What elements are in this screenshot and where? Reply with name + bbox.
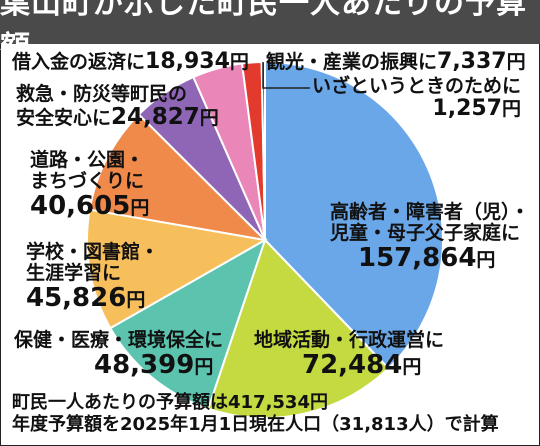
pie-slice-community (206, 238, 390, 419)
label-safety: 救急・防災等町民の 安全安心に24,827円 (16, 84, 219, 130)
label-emergency-unit: 円 (502, 97, 522, 120)
leader-line-emergency (262, 62, 310, 89)
label-roads-unit: 円 (130, 196, 150, 219)
label-health: 保健・医療・環境保全に 48,399円 (14, 329, 224, 380)
label-community-value: 72,484 (302, 349, 403, 380)
label-elderly-unit: 円 (476, 248, 496, 271)
label-emergency-text: いざというときのために (312, 75, 522, 97)
label-emergency: いざというときのために 1,257円 (312, 76, 521, 121)
label-health-value: 48,399 (94, 349, 195, 380)
label-elderly: 高齢者・障害者（児）・ 児童・母子父子家庭に 157,864円 (330, 202, 530, 272)
label-school-text-1: 学校・図書館・ (26, 241, 160, 263)
footnote-line-1: 町民一人あたりの予算額は417,534円 (12, 392, 328, 413)
label-elderly-text-1: 高齢者・障害者（児）・ (330, 201, 530, 223)
label-safety-text-2: 安全安心に (16, 106, 112, 129)
pie-slice-elderly (264, 60, 444, 370)
label-health-unit: 円 (194, 355, 214, 378)
label-safety-value: 24,827 (111, 103, 200, 130)
label-tourism-unit: 円 (506, 51, 526, 73)
label-roads: 道路・公園・ まちづくりに 40,605円 (30, 150, 149, 220)
label-debt-unit: 円 (229, 51, 249, 73)
label-school: 学校・図書館・ 生涯学習に 45,826円 (26, 242, 159, 312)
label-school-text-2: 生涯学習に (26, 261, 122, 284)
label-community-text: 地域活動・行政運営に (254, 329, 445, 351)
label-tourism-text: 観光・産業の振興に (266, 51, 438, 73)
footnote: 町民一人あたりの予算額は417,534円 年度予算額を2025年1月1日現在人口… (12, 392, 499, 435)
label-safety-text-1: 救急・防災等町民の (16, 83, 188, 105)
label-tourism: 観光・産業の振興に7,337円 (266, 49, 526, 74)
pie-slice-school (85, 208, 268, 330)
chart-title: 葉山町が示した町民一人あたりの予算額 (0, 0, 527, 65)
footnote-line-2: 年度予算額を2025年1月1日現在人口（31,813人）で計算 (12, 413, 499, 435)
label-elderly-text-2: 児童・母子父子家庭に (330, 221, 521, 244)
label-safety-unit: 円 (199, 106, 219, 129)
label-school-value: 45,826 (26, 282, 127, 313)
label-community: 地域活動・行政運営に 72,484円 (254, 329, 445, 380)
label-debt-value: 18,934 (145, 49, 230, 74)
label-health-text: 保健・医療・環境保全に (14, 329, 224, 351)
label-roads-text-2: まちづくりに (30, 169, 145, 192)
title-bar: 葉山町が示した町民一人あたりの予算額 (0, 0, 540, 65)
pie-slice-roads (88, 113, 268, 242)
label-roads-text-1: 道路・公園・ (30, 149, 145, 171)
label-community-unit: 円 (402, 355, 422, 378)
label-emergency-value: 1,257 (432, 95, 502, 121)
label-debt: 借入金の返済に18,934円 (12, 49, 249, 74)
label-school-unit: 円 (126, 288, 146, 311)
label-tourism-value: 7,337 (437, 49, 507, 74)
label-roads-value: 40,605 (30, 190, 131, 221)
pie-slice-health (108, 237, 267, 410)
label-elderly-value: 157,864 (358, 242, 477, 273)
label-debt-text: 借入金の返済に (12, 51, 146, 73)
